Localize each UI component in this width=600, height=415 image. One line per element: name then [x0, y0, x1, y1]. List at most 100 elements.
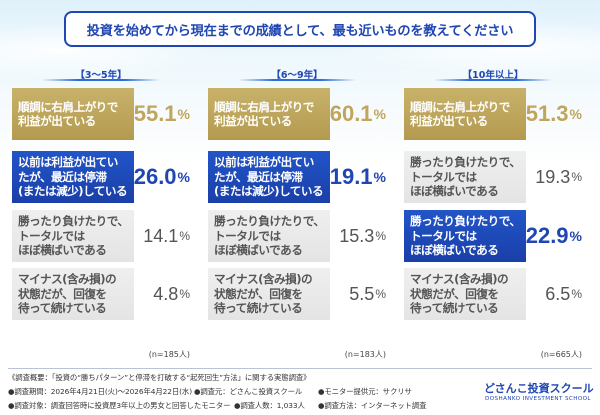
percentage-unit: % — [373, 106, 386, 122]
answer-label-line: 順調に右肩上がりで — [410, 99, 510, 114]
answer-label: 順調に右肩上がりで 利益が出ている — [12, 88, 134, 140]
result-row: 勝ったり負けたりで、 トータルでは ほぼ横ばいである 22.9% — [404, 210, 582, 262]
answer-label-line: 待って続けている — [214, 301, 303, 316]
answer-label-line: 状態だが、回復を — [18, 286, 107, 301]
answer-label-line: トータルでは — [410, 228, 477, 243]
answer-percentage: 51.3% — [522, 88, 582, 140]
answer-label: 以前は利益が出てい たが、最近は停滞 (または減少)している — [12, 151, 134, 203]
footer-divider — [8, 368, 592, 369]
percentage-value: 60.1 — [329, 101, 373, 126]
answer-percentage: 26.0% — [130, 151, 190, 203]
column-header-underline — [238, 79, 356, 81]
percentage-value: 14.1 — [143, 225, 179, 246]
answer-label: マイナス(含み損)の 状態だが、回復を 待って続けている — [208, 268, 330, 320]
percentage-value: 15.3 — [339, 225, 375, 246]
answer-label-line: 以前は利益が出てい — [18, 155, 118, 170]
answer-label: 順調に右肩上がりで 利益が出ている — [208, 88, 330, 140]
result-row: 勝ったり負けたりで、 トータルでは ほぼ横ばいである 19.3% — [404, 151, 582, 203]
answer-label: 勝ったり負けたりで、 トータルでは ほぼ横ばいである — [404, 151, 526, 203]
percentage-unit: % — [375, 287, 386, 301]
answer-percentage: 55.1% — [130, 88, 190, 140]
answer-percentage: 6.5% — [522, 268, 582, 320]
answer-label-line: 勝ったり負けたりで、 — [214, 214, 325, 229]
percentage-unit: % — [571, 287, 582, 301]
result-column: 【10年以上】 順調に右肩上がりで 利益が出ている 51.3% 勝ったり負けたりで、 トー… — [404, 0, 582, 415]
result-row: マイナス(含み損)の 状態だが、回復を 待って続けている 6.5% — [404, 268, 582, 320]
column-header-underline — [434, 79, 552, 81]
column-header-underline — [42, 79, 160, 81]
result-row: マイナス(含み損)の 状態だが、回復を 待って続けている 4.8% — [12, 268, 190, 320]
percentage-value: 22.9 — [525, 223, 569, 248]
answer-percentage: 19.1% — [326, 151, 386, 203]
percentage-value: 51.3 — [525, 101, 569, 126]
survey-method: ●調査方法：インターネット調査 — [318, 401, 427, 410]
sample-size: (n=665人) — [540, 350, 582, 359]
answer-label: マイナス(含み損)の 状態だが、回復を 待って続けている — [12, 268, 134, 320]
answer-label-line: ほぼ横ばいである — [410, 184, 499, 199]
column-header: 【6〜9年】 — [271, 70, 323, 81]
answer-label: 勝ったり負けたりで、 トータルでは ほぼ横ばいである — [404, 210, 526, 262]
answer-label-line: 待って続けている — [18, 301, 107, 316]
monitor-provider: ●モニター提供元：サクリサ — [318, 387, 412, 396]
column-header: 【10年以上】 — [462, 70, 524, 81]
answer-label-line: 順調に右肩上がりで — [18, 99, 118, 114]
answer-label-line: ほぼ横ばいである — [18, 243, 107, 258]
answer-label: 勝ったり負けたりで、 トータルでは ほぼ横ばいである — [208, 210, 330, 262]
result-row: 勝ったり負けたりで、 トータルでは ほぼ横ばいである 15.3% — [208, 210, 386, 262]
survey-question-text: 投資を始めてから現在までの成績として、最も近いものを教えてください — [86, 23, 514, 39]
result-row: 順調に右肩上がりで 利益が出ている 51.3% — [404, 88, 582, 140]
answer-label-line: 利益が出ている — [410, 114, 488, 128]
survey-question-title: 投資を始めてから現在までの成績として、最も近いものを教えてください — [64, 11, 536, 47]
percentage-value: 55.1 — [133, 101, 177, 126]
result-column: 【3〜5年】 順調に右肩上がりで 利益が出ている 55.1% 以前は利益が出てい たが、最… — [12, 0, 190, 415]
answer-label-line: 順調に右肩上がりで — [214, 99, 314, 114]
answer-label: 勝ったり負けたりで、 トータルでは ほぼ横ばいである — [12, 210, 134, 262]
survey-period: ●調査期間：2026年4月21日(火)〜2026年4月22日(水) — [8, 387, 192, 396]
column-header: 【3〜5年】 — [75, 70, 127, 81]
answer-label-line: たが、最近は停滞 — [214, 169, 303, 184]
percentage-unit: % — [177, 106, 190, 122]
percentage-value: 4.8 — [153, 283, 179, 304]
result-row: 順調に右肩上がりで 利益が出ている 55.1% — [12, 88, 190, 140]
answer-label-line: 利益が出ている — [214, 114, 292, 128]
result-row: 以前は利益が出てい たが、最近は停滞 (または減少)している 19.1% — [208, 151, 386, 203]
survey-source: ●調査元：どさんこ投資スクール — [194, 387, 303, 396]
answer-label-line: トータルでは — [410, 169, 477, 184]
answer-percentage: 15.3% — [326, 210, 386, 262]
school-logo-english: DOSHANKO INVESTMENT SCHOOL — [485, 396, 591, 402]
answer-label-line: マイナス(含み損)の — [18, 272, 117, 287]
result-row: マイナス(含み損)の 状態だが、回復を 待って続けている 5.5% — [208, 268, 386, 320]
percentage-value: 26.0 — [133, 164, 177, 189]
answer-label-line: マイナス(含み損)の — [410, 272, 509, 287]
percentage-value: 19.3 — [535, 166, 571, 187]
result-row: 順調に右肩上がりで 利益が出ている 60.1% — [208, 88, 386, 140]
answer-percentage: 4.8% — [130, 268, 190, 320]
percentage-unit: % — [179, 287, 190, 301]
answer-label-line: 勝ったり負けたりで、 — [410, 155, 521, 170]
answer-label-line: 勝ったり負けたりで、 — [410, 214, 521, 229]
sample-size: (n=183人) — [344, 350, 386, 359]
percentage-unit: % — [373, 169, 386, 185]
answer-percentage: 22.9% — [522, 210, 582, 262]
answer-label-line: 勝ったり負けたりで、 — [18, 214, 129, 229]
school-logo-name: どさんこ投資スクール — [484, 382, 594, 395]
percentage-unit: % — [569, 106, 582, 122]
answer-percentage: 14.1% — [130, 210, 190, 262]
survey-count: ●調査人数：1,033人 — [234, 401, 305, 410]
percentage-unit: % — [569, 228, 582, 244]
answer-percentage: 5.5% — [326, 268, 386, 320]
answer-label-line: 状態だが、回復を — [214, 286, 303, 301]
answer-label-line: 利益が出ている — [18, 114, 96, 128]
answer-label: 以前は利益が出てい たが、最近は停滞 (または減少)している — [208, 151, 330, 203]
answer-percentage: 60.1% — [326, 88, 386, 140]
result-row: 勝ったり負けたりで、 トータルでは ほぼ横ばいである 14.1% — [12, 210, 190, 262]
answer-label-line: 待って続けている — [410, 301, 499, 316]
survey-overview: 《調査概要：「投資の“勝ちパターン”と停滞を打破する“起死回生”方法」に関する実… — [8, 373, 311, 382]
answer-label: 順調に右肩上がりで 利益が出ている — [404, 88, 526, 140]
answer-label-line: マイナス(含み損)の — [214, 272, 313, 287]
percentage-unit: % — [179, 229, 190, 243]
answer-label-line: トータルでは — [214, 228, 281, 243]
answer-label-line: ほぼ横ばいである — [214, 243, 303, 258]
answer-label-line: 以前は利益が出てい — [214, 155, 314, 170]
answer-label-line: (または減少)している — [18, 184, 128, 199]
